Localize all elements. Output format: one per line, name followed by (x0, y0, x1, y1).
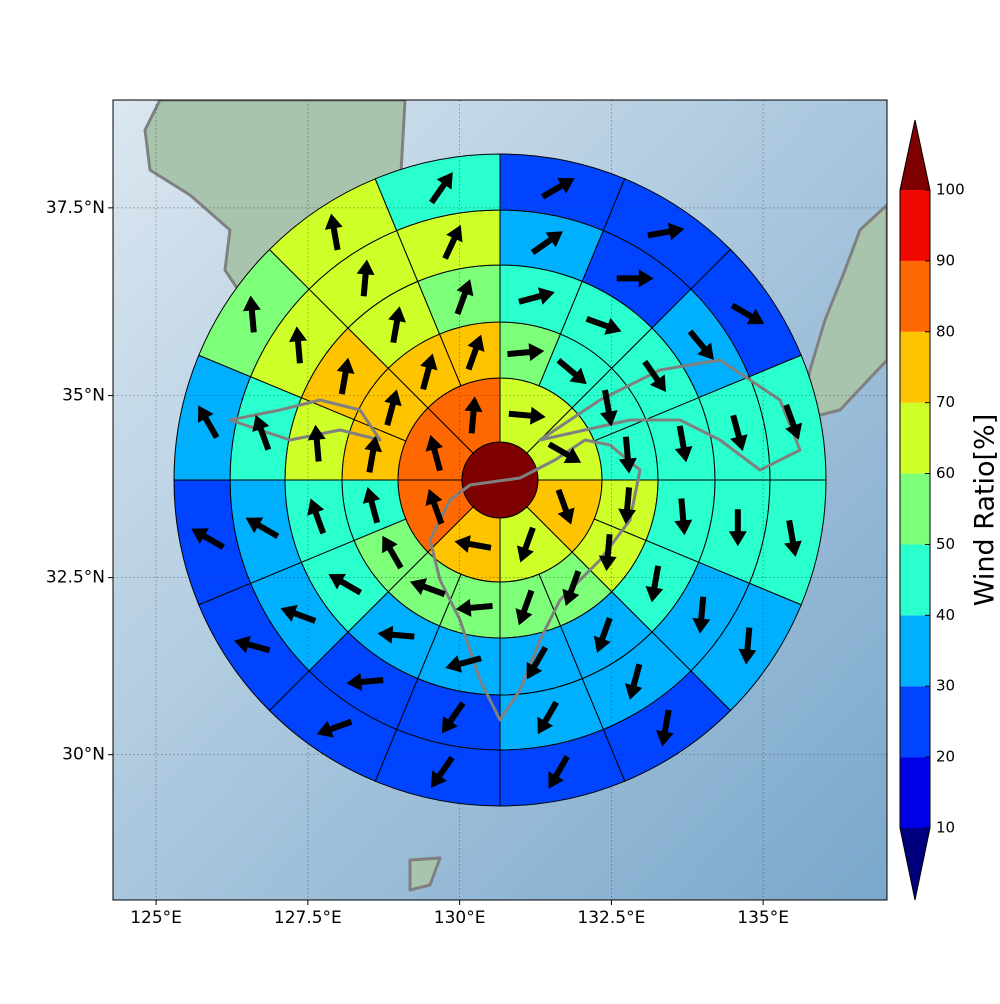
colorbar-under (900, 828, 930, 900)
colorbar-segment (900, 474, 930, 545)
colorbar-segment (900, 403, 930, 474)
x-tick-label: 132.5°E (577, 908, 645, 928)
colorbar-tick-label: 70 (936, 393, 955, 411)
colorbar-segment (900, 332, 930, 403)
colorbar-tick-label: 90 (936, 251, 955, 269)
colorbar-segment (900, 190, 930, 261)
colorbar-segment (900, 757, 930, 828)
colorbar-label: Wind Ratio[%] (970, 414, 1000, 606)
colorbar-tick-label: 100 (936, 181, 965, 199)
y-tick-label: 35°N (62, 386, 105, 406)
x-tick-label: 125°E (130, 908, 182, 928)
x-tick-label: 130°E (434, 908, 486, 928)
y-tick-label: 32.5°N (46, 568, 105, 588)
colorbar-segment (900, 615, 930, 686)
x-tick-label: 127.5°E (274, 908, 342, 928)
y-tick-label: 37.5°N (46, 198, 105, 218)
colorbar-segment (900, 261, 930, 332)
colorbar-tick-label: 60 (936, 464, 955, 482)
colorbar-tick-label: 50 (936, 535, 955, 553)
colorbar-tick-label: 40 (936, 606, 955, 624)
colorbar-tick-label: 10 (936, 819, 955, 837)
colorbar-segment (900, 686, 930, 757)
colorbar-tick-label: 30 (936, 677, 955, 695)
colorbar-tick-label: 20 (936, 748, 955, 766)
y-tick-label: 30°N (62, 745, 105, 765)
map (113, 100, 887, 900)
colorbar-over (900, 120, 930, 190)
x-tick-label: 135°E (737, 908, 789, 928)
colorbar-tick-label: 80 (936, 322, 955, 340)
colorbar-segment (900, 544, 930, 615)
